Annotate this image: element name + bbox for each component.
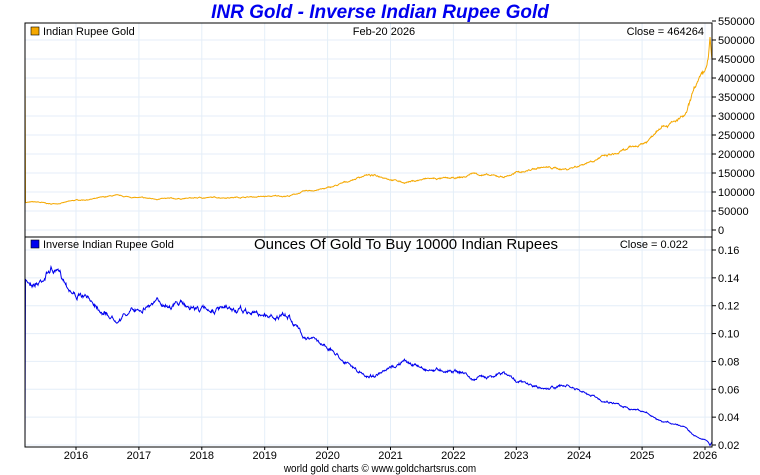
footer-credit: world gold charts © www.goldchartsrus.co… [283,463,477,475]
legend-label-gold: Indian Rupee Gold [43,26,135,38]
y-tick-label-bottom: 0.12 [718,301,739,313]
top-panel-frame [24,22,713,238]
x-tick-label: 2016 [64,450,88,462]
y-tick-label-top: 550000 [718,16,755,28]
y-tick-label-top: 100000 [718,187,755,199]
x-tick-label: 2018 [190,450,214,462]
close-label-bottom: Close = 0.022 [620,239,688,251]
date-label: Feb-20 2026 [353,26,415,38]
x-tick-label: 2022 [441,450,465,462]
y-tick-label-top: 50000 [718,206,749,218]
y-tick-label-top: 500000 [718,35,755,47]
y-tick-label-top: 200000 [718,149,755,161]
y-tick-label-top: 150000 [718,168,755,180]
x-tick-label: 2025 [630,450,654,462]
y-tick-label-top: 450000 [718,54,755,66]
x-tick-label: 2024 [567,450,591,462]
y-tick-label-top: 300000 [718,111,755,123]
legend-label-inverse: Inverse Indian Rupee Gold [43,239,174,251]
y-tick-label-top: 0 [718,225,724,237]
y-tick-label-bottom: 0.14 [718,273,739,285]
x-tick-label: 2023 [504,450,528,462]
y-tick-label-top: 250000 [718,130,755,142]
series-line-inverse-indian-rupee-gold [24,264,713,447]
y-tick-label-bottom: 0.16 [718,245,739,257]
x-tick-label: 2017 [127,450,151,462]
y-tick-label-bottom: 0.10 [718,329,739,341]
y-tick-label-bottom: 0.08 [718,356,739,368]
series-line-indian-rupee-gold [24,36,713,205]
bottom-panel-frame [24,236,713,448]
x-tick-label: 2021 [378,450,402,462]
x-tick-label: 2020 [315,450,339,462]
x-tick-label: 2026 [693,450,717,462]
y-tick-label-top: 400000 [718,73,755,85]
close-label-top: Close = 464264 [627,26,704,38]
y-tick-label-bottom: 0.06 [718,384,739,396]
legend-swatch-inverse [30,239,40,249]
x-tick-label: 2019 [252,450,276,462]
bottom-panel-title: Ounces Of Gold To Buy 10000 Indian Rupee… [254,236,558,253]
y-tick-label-bottom: 0.04 [718,412,739,424]
legend-swatch-gold [30,26,40,36]
chart-title: INR Gold - Inverse Indian Rupee Gold [211,2,549,23]
y-tick-label-bottom: 0.02 [718,440,739,452]
y-tick-label-top: 350000 [718,92,755,104]
